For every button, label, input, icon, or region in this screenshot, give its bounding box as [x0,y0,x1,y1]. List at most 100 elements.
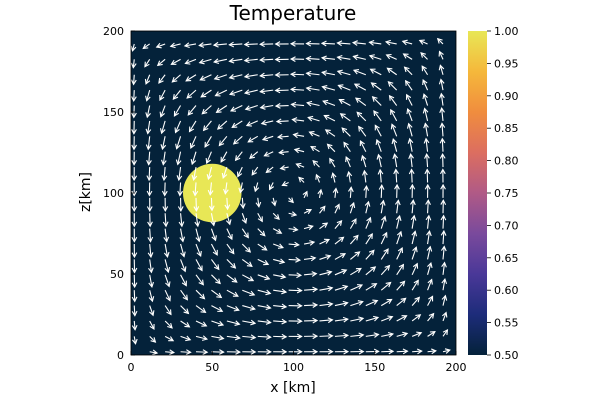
velocity-arrow [288,318,303,325]
velocity-arrow [380,281,392,291]
velocity-arrow [155,42,166,49]
velocity-arrow [362,169,368,183]
velocity-arrow [319,333,334,339]
velocity-arrow [338,99,351,107]
velocity-arrow [243,73,258,80]
velocity-arrow [247,135,259,143]
velocity-arrow [349,234,359,245]
velocity-arrow [172,89,181,100]
velocity-arrow [259,56,274,63]
velocity-arrow [288,241,300,248]
velocity-arrow [336,40,351,47]
velocity-arrow [159,105,166,118]
velocity-arrow [305,55,320,62]
velocity-arrow [226,349,242,355]
velocity-arrow [223,182,229,195]
velocity-arrow [164,335,175,342]
velocity-arrow [427,312,435,322]
velocity-arrow [345,156,351,168]
velocity-arrow [394,183,400,198]
velocity-arrow [179,228,186,243]
velocity-arrow [146,151,152,166]
velocity-arrow [396,280,406,291]
velocity-arrow [441,277,448,291]
velocity-arrow [195,228,202,243]
velocity-arrow [336,69,351,76]
velocity-arrow [241,243,252,253]
velocity-arrow [288,333,303,340]
velocity-arrow [195,259,203,272]
velocity-arrow [304,348,319,355]
velocity-arrow [228,74,243,80]
velocity-arrow [358,125,367,137]
velocity-arrow [427,348,437,355]
velocity-arrow [379,199,386,214]
y-tick-label: 50 [110,268,124,281]
velocity-arrow [208,197,215,212]
velocity-arrow [402,53,413,60]
velocity-arrow [425,199,431,214]
y-tick-label: 100 [103,187,124,200]
velocity-arrow [315,173,321,183]
colorbar-tick-label: 0.50 [494,349,519,362]
velocity-arrow [131,290,138,303]
velocity-arrow [261,135,274,142]
velocity-arrow [326,143,336,153]
velocity-arrow [225,213,232,226]
velocity-arrow [180,259,187,273]
velocity-arrow [290,101,305,108]
velocity-arrow [176,167,183,182]
velocity-arrow [195,349,209,355]
velocity-arrow [304,286,319,293]
velocity-arrow [253,182,260,193]
velocity-arrow [259,72,274,79]
velocity-arrow [405,93,413,106]
velocity-arrow [156,58,166,67]
velocity-arrow [365,216,372,229]
velocity-arrows [130,37,451,356]
velocity-arrow [210,259,220,271]
colorbar-tick-label: 0.90 [494,90,519,103]
velocity-arrow [274,102,289,109]
velocity-arrow [396,297,407,307]
velocity-arrow [226,259,237,269]
velocity-arrow [388,94,398,106]
velocity-arrow [257,228,266,237]
velocity-arrow [191,166,198,181]
velocity-arrow [350,251,361,260]
velocity-arrow [131,244,138,259]
velocity-arrow [384,39,397,46]
velocity-arrow [411,331,423,337]
velocity-arrow [226,243,235,255]
velocity-arrow [289,56,305,62]
velocity-arrow [319,238,331,245]
velocity-arrow [365,332,380,338]
velocity-arrow [131,305,138,317]
velocity-arrow [243,41,258,48]
velocity-arrow [365,266,377,276]
velocity-arrow [148,259,154,274]
velocity-arrow [410,199,416,214]
velocity-arrow [319,222,329,230]
velocity-arrow [380,298,393,307]
velocity-arrow [298,176,305,183]
velocity-arrow [423,137,430,152]
velocity-arrow [396,247,403,260]
velocity-arrow [387,81,398,91]
velocity-arrow [149,320,155,331]
velocity-arrow [216,120,228,130]
velocity-arrow [288,287,303,294]
velocity-arrow [427,295,434,306]
velocity-arrow [249,151,259,160]
velocity-arrow [131,197,138,213]
velocity-arrow [319,348,334,355]
velocity-arrow [211,349,225,355]
velocity-arrow [425,214,432,229]
velocity-arrow [255,197,262,208]
velocity-arrow [212,41,227,48]
velocity-arrow [241,258,253,267]
velocity-arrow [426,245,433,260]
velocity-arrow [198,58,212,65]
velocity-arrow [334,236,345,245]
velocity-arrow [148,274,154,288]
